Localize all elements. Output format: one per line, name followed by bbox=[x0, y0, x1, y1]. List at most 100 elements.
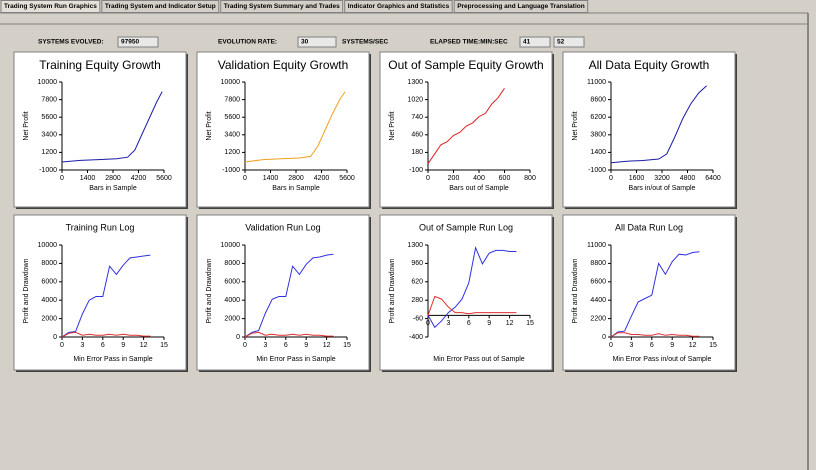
x-axis-label: Min Error Pass in/out of Sample bbox=[613, 356, 712, 363]
x-tick-label: 2800 bbox=[288, 175, 304, 182]
x-tick-label: 3 bbox=[263, 342, 267, 349]
tab[interactable]: Indicator Graphics and Statistics bbox=[344, 0, 453, 13]
x-tick-label: 3 bbox=[446, 320, 450, 327]
tab-box[interactable] bbox=[453, 0, 589, 13]
line-series bbox=[610, 85, 707, 164]
y-tick-label: 10000 bbox=[38, 79, 58, 86]
panel bbox=[13, 51, 187, 208]
x-tick-label: 3200 bbox=[654, 175, 670, 182]
x-tick-label: 0 bbox=[243, 342, 247, 349]
chart-title: Out of Sample Run Log bbox=[419, 222, 513, 232]
y-tick-label: 1400 bbox=[590, 149, 606, 156]
x-tick-label: 6 bbox=[101, 342, 105, 349]
chart-title: All Data Equity Growth bbox=[589, 58, 710, 72]
x-tick-label: 15 bbox=[709, 342, 717, 349]
x-tick-label: 12 bbox=[689, 342, 697, 349]
x-tick-label: 1600 bbox=[629, 175, 645, 182]
y-tick-label: -400 bbox=[409, 334, 423, 341]
y-tick-label: 960 bbox=[411, 260, 423, 267]
tab[interactable]: Trading System Run Graphics bbox=[0, 0, 101, 13]
field bbox=[297, 36, 337, 48]
x-tick-label: 9 bbox=[121, 342, 125, 349]
x-tick-label: 5600 bbox=[156, 175, 172, 182]
y-axis-label: Profit and Drawdown bbox=[572, 258, 579, 323]
x-tick-label: 3 bbox=[629, 342, 633, 349]
y-tick-label: 3800 bbox=[590, 132, 606, 139]
y-tick-label: 8000 bbox=[224, 260, 240, 267]
tab-box[interactable] bbox=[220, 0, 344, 13]
y-tick-label: 280 bbox=[411, 297, 423, 304]
y-tick-label: -1000 bbox=[588, 167, 606, 174]
y-tick-label: 620 bbox=[411, 279, 423, 286]
chart-panel: Out of Sample Equity Growth -100 180 460 740… bbox=[379, 51, 554, 209]
y-tick-label: 0 bbox=[53, 334, 57, 341]
y-tick-label: 10000 bbox=[221, 79, 241, 86]
tab-box[interactable] bbox=[344, 0, 453, 13]
y-tick-label: 8000 bbox=[41, 260, 57, 267]
line-series bbox=[61, 91, 163, 163]
y-tick-label: 4000 bbox=[224, 297, 240, 304]
x-tick-label: 0 bbox=[60, 342, 64, 349]
chart-title: Validation Run Log bbox=[245, 222, 320, 232]
tab-box[interactable] bbox=[101, 0, 220, 13]
y-tick-label: 8600 bbox=[590, 96, 606, 103]
x-axis-label: Min Error Pass in Sample bbox=[256, 356, 335, 363]
field bbox=[117, 36, 159, 48]
chart-panel: Training Equity Growth -1000 1200 3400 5600 7… bbox=[13, 51, 188, 209]
chart-title: Training Run Log bbox=[66, 222, 135, 232]
y-tick-label: 6200 bbox=[590, 114, 606, 121]
tab-box[interactable] bbox=[0, 0, 101, 13]
label: ELAPSED TIME:MIN:SEC bbox=[430, 39, 508, 46]
y-tick-label: -60 bbox=[413, 315, 423, 322]
panel bbox=[379, 51, 553, 208]
x-tick-label: 6 bbox=[467, 320, 471, 327]
y-tick-label: 1300 bbox=[407, 79, 423, 86]
tab-label[interactable]: Trading System Run Graphics bbox=[4, 3, 97, 10]
x-tick-label: 4200 bbox=[131, 175, 147, 182]
chart-title: Validation Equity Growth bbox=[218, 58, 349, 72]
value: 52 bbox=[557, 39, 565, 46]
y-tick-label: -1000 bbox=[39, 167, 57, 174]
tab[interactable]: Preprocessing and Language Translation bbox=[453, 0, 589, 13]
line-series bbox=[61, 254, 151, 338]
y-tick-label: 1200 bbox=[41, 149, 57, 156]
chart-title: All Data Run Log bbox=[615, 222, 683, 232]
y-tick-label: 460 bbox=[411, 132, 423, 139]
y-axis-label: Profit and Drawdown bbox=[389, 258, 396, 323]
tab-label[interactable]: Trading System Summary and Trades bbox=[224, 3, 340, 10]
x-tick-label: 600 bbox=[499, 175, 511, 182]
x-tick-label: 12 bbox=[323, 342, 331, 349]
y-tick-label: 1200 bbox=[224, 149, 240, 156]
value: 30 bbox=[301, 39, 309, 46]
label: SYSTEMS/SEC bbox=[342, 39, 389, 46]
tab-label[interactable]: Trading System and Indicator Setup bbox=[105, 3, 216, 10]
tab-label[interactable]: Preprocessing and Language Translation bbox=[457, 3, 585, 10]
y-tick-label: 3400 bbox=[41, 132, 57, 139]
y-tick-label: 3400 bbox=[224, 132, 240, 139]
y-tick-label: 4000 bbox=[41, 297, 57, 304]
x-axis-label: Min Error Pass in Sample bbox=[73, 356, 152, 363]
tab[interactable]: Trading System Summary and Trades bbox=[220, 0, 344, 13]
panel bbox=[562, 51, 736, 208]
x-tick-label: 12 bbox=[140, 342, 148, 349]
x-tick-label: 9 bbox=[304, 342, 308, 349]
x-axis-label: Min Error Pass out of Sample bbox=[433, 356, 525, 363]
y-tick-label: 6000 bbox=[41, 279, 57, 286]
x-tick-label: 1400 bbox=[80, 175, 96, 182]
x-tick-label: 9 bbox=[670, 342, 674, 349]
x-tick-label: 6 bbox=[284, 342, 288, 349]
x-tick-label: 4200 bbox=[314, 175, 330, 182]
x-tick-label: 15 bbox=[343, 342, 351, 349]
tab[interactable]: Trading System and Indicator Setup bbox=[101, 0, 220, 13]
x-tick-label: 1400 bbox=[263, 175, 279, 182]
y-tick-label: -1000 bbox=[222, 167, 240, 174]
y-axis-label: Net Profit bbox=[206, 111, 213, 140]
panel bbox=[196, 214, 370, 371]
chart-panel: Validation Run Log 0 2000 4000 6000 8000 10000… bbox=[196, 214, 371, 372]
y-axis-label: Net Profit bbox=[572, 111, 579, 140]
x-tick-label: 0 bbox=[609, 342, 613, 349]
y-tick-label: 2000 bbox=[41, 315, 57, 322]
x-tick-label: 0 bbox=[609, 175, 613, 182]
tab-label[interactable]: Indicator Graphics and Statistics bbox=[348, 3, 450, 10]
